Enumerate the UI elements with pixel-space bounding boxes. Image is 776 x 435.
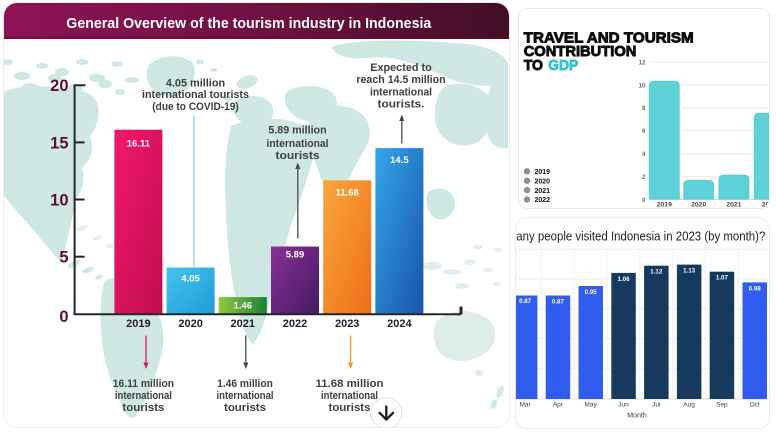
- svg-text:1.12: 1.12: [650, 269, 663, 276]
- svg-text:1.46: 1.46: [234, 301, 253, 312]
- svg-text:5: 5: [59, 249, 68, 267]
- svg-text:20: 20: [50, 77, 68, 95]
- svg-text:Apr: Apr: [553, 402, 564, 409]
- svg-text:GDP: GDP: [548, 57, 578, 74]
- svg-text:1.46 million: 1.46 million: [217, 378, 273, 390]
- svg-text:15: 15: [50, 134, 68, 152]
- svg-text:5.89: 5.89: [286, 250, 305, 261]
- svg-text:Expected to: Expected to: [370, 62, 432, 74]
- svg-text:(due to COVID-19): (due to COVID-19): [152, 101, 239, 113]
- svg-text:CONTRIBUTION: CONTRIBUTION: [524, 43, 637, 60]
- svg-text:6: 6: [642, 128, 646, 135]
- svg-text:2021: 2021: [726, 202, 741, 209]
- svg-text:tourists: tourists: [276, 150, 320, 162]
- svg-text:1.07: 1.07: [716, 275, 729, 282]
- svg-text:1.13: 1.13: [683, 268, 696, 275]
- svg-text:2022: 2022: [535, 197, 551, 204]
- svg-text:Month: Month: [627, 413, 647, 420]
- svg-text:4.05: 4.05: [181, 274, 200, 285]
- svg-text:2022: 2022: [283, 318, 307, 330]
- svg-text:2024: 2024: [387, 318, 412, 330]
- svg-text:10: 10: [50, 191, 68, 209]
- svg-text:2020: 2020: [535, 178, 551, 185]
- svg-text:international: international: [115, 390, 172, 402]
- svg-text:Jun: Jun: [618, 402, 629, 409]
- svg-text:2: 2: [642, 174, 646, 181]
- svg-text:10: 10: [638, 82, 646, 89]
- svg-text:tourists: tourists: [329, 402, 371, 414]
- svg-text:2020: 2020: [178, 318, 202, 330]
- svg-text:1.06: 1.06: [617, 276, 630, 283]
- svg-text:international tourists: international tourists: [142, 89, 249, 101]
- svg-text:0: 0: [59, 308, 68, 326]
- svg-text:tourists: tourists: [122, 402, 164, 414]
- svg-text:2021: 2021: [535, 188, 551, 195]
- svg-text:16.11: 16.11: [127, 139, 151, 150]
- svg-text:0.95: 0.95: [585, 289, 598, 296]
- svg-text:2019: 2019: [126, 318, 150, 330]
- svg-text:2023: 2023: [335, 318, 359, 330]
- svg-text:May: May: [585, 402, 598, 409]
- svg-text:11.68: 11.68: [336, 187, 359, 198]
- svg-text:TRAVEL AND TOURISM: TRAVEL AND TOURISM: [524, 29, 694, 46]
- svg-text:4: 4: [642, 151, 646, 158]
- svg-text:11.68 million: 11.68 million: [316, 378, 384, 390]
- svg-text:Aug: Aug: [683, 402, 695, 409]
- svg-text:2019: 2019: [657, 202, 672, 209]
- svg-text:Jul: Jul: [652, 402, 661, 409]
- svg-text:12: 12: [638, 59, 646, 66]
- svg-text:international: international: [267, 138, 329, 150]
- svg-text:0: 0: [642, 197, 646, 204]
- svg-text:4.05 million: 4.05 million: [166, 78, 226, 90]
- svg-text:reach 14.5 million: reach 14.5 million: [356, 74, 446, 86]
- svg-text:Sep: Sep: [716, 402, 728, 409]
- svg-text:Mar: Mar: [519, 402, 531, 409]
- svg-text:any people visited Indonesia i: any people visited Indonesia in 2023 (by…: [516, 229, 765, 244]
- svg-text:5.89 million: 5.89 million: [268, 125, 327, 137]
- svg-text:2021: 2021: [231, 318, 255, 330]
- svg-text:8: 8: [642, 105, 646, 112]
- svg-text:General Overview of the touris: General Overview of the tourism industry…: [66, 16, 432, 32]
- svg-text:international: international: [321, 390, 378, 402]
- svg-text:Oct: Oct: [750, 402, 760, 409]
- svg-text:0.98: 0.98: [749, 285, 762, 292]
- svg-text:2022: 2022: [762, 202, 770, 209]
- svg-text:tourists: tourists: [224, 402, 266, 414]
- svg-text:2020: 2020: [691, 202, 706, 209]
- svg-text:international: international: [217, 390, 274, 402]
- svg-text:2019: 2019: [535, 169, 551, 176]
- svg-text:16.11 million: 16.11 million: [113, 378, 175, 390]
- svg-text:TO: TO: [524, 57, 544, 74]
- svg-text:tourists.: tourists.: [378, 99, 425, 111]
- svg-text:14.5: 14.5: [390, 155, 409, 166]
- svg-text:international: international: [370, 87, 432, 99]
- svg-text:0.87: 0.87: [552, 299, 565, 306]
- svg-text:0.87: 0.87: [519, 298, 532, 305]
